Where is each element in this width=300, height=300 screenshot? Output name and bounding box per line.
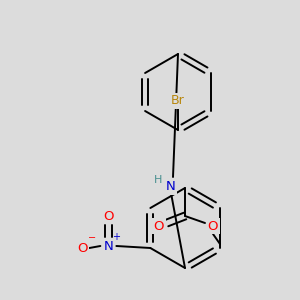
- Text: N: N: [103, 239, 113, 253]
- Text: O: O: [154, 220, 164, 232]
- Text: O: O: [77, 242, 88, 254]
- Text: O: O: [208, 220, 218, 232]
- Text: +: +: [112, 232, 120, 242]
- Text: Br: Br: [171, 94, 185, 107]
- Text: N: N: [166, 181, 176, 194]
- Text: O: O: [103, 209, 114, 223]
- Text: −: −: [88, 233, 96, 243]
- Text: H: H: [154, 175, 162, 185]
